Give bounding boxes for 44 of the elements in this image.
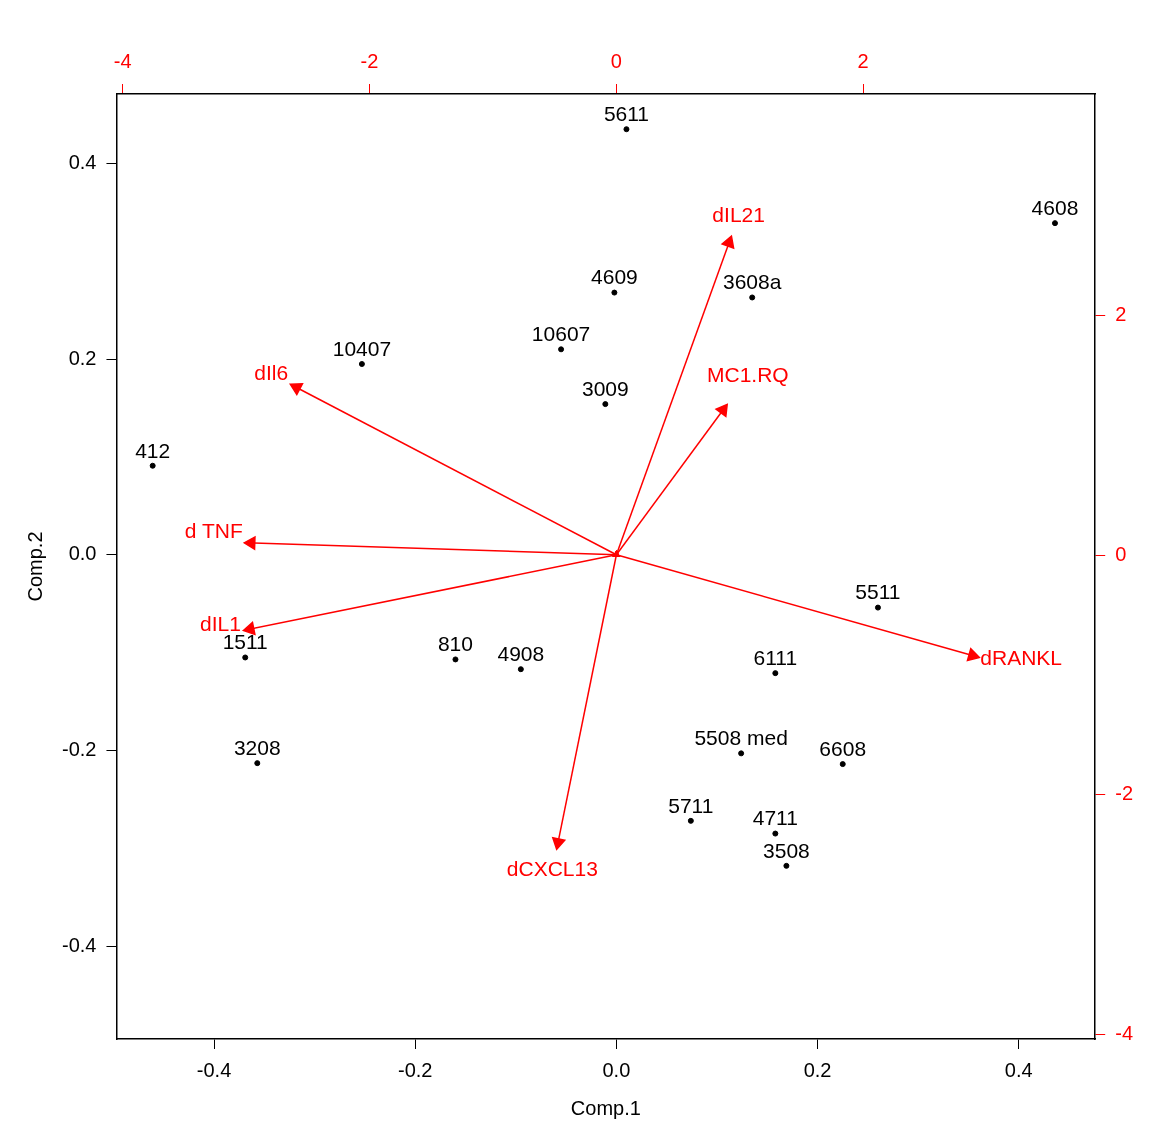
- annotation: 4609: [591, 265, 638, 289]
- x2-tick-label: -4: [113, 49, 132, 72]
- y2-tick-label: 0: [1115, 542, 1127, 565]
- y-axis-title: Comp.2: [23, 531, 46, 602]
- x-tick-label: 0.4: [1004, 1058, 1033, 1081]
- series-label: dCXCL13: [506, 857, 598, 881]
- x2-tick-label: -2: [360, 49, 379, 72]
- annotation: 5711: [668, 793, 714, 817]
- y-tick-label: 0.0: [68, 542, 97, 565]
- annotation: 810: [437, 632, 473, 656]
- annotation: 3508: [763, 838, 810, 862]
- series-label: MC1.RQ: [707, 363, 789, 387]
- y2-tick-label: 2: [1115, 303, 1127, 326]
- annotation: 10407: [332, 336, 392, 360]
- annotation: 6111: [753, 645, 798, 669]
- series-label: d TNF: [184, 518, 243, 542]
- annotation: 6608: [819, 736, 867, 760]
- x2-tick-label: 2: [857, 49, 869, 72]
- annotation: 5511: [855, 580, 901, 604]
- y-tick-label: 0.2: [68, 346, 97, 369]
- y2-tick-label: -4: [1115, 1021, 1134, 1044]
- annotation: 5508 med: [694, 726, 788, 750]
- x-tick-label: -0.2: [397, 1058, 433, 1081]
- x-tick-label: 0.2: [803, 1058, 832, 1081]
- x-tick-label: 0.0: [602, 1058, 631, 1081]
- series-label: dIL21: [712, 202, 765, 226]
- annotation: 4711: [752, 806, 798, 830]
- y-tick-label: -0.2: [61, 737, 97, 760]
- x-tick-label: -0.4: [196, 1058, 232, 1081]
- annotation: 4608: [1031, 195, 1079, 219]
- annotation: 10607: [531, 322, 591, 346]
- series-label: dRANKL: [980, 646, 1063, 670]
- series-label: dIl6: [254, 361, 289, 385]
- annotation: 3608a: [723, 270, 782, 294]
- y2-tick-label: -2: [1115, 782, 1134, 805]
- annotation: 3208: [233, 735, 281, 759]
- annotation: 3009: [581, 376, 629, 400]
- annotation: 5611: [603, 102, 650, 126]
- x-axis-title: Comp.1: [570, 1096, 641, 1119]
- x2-tick-label: 0: [610, 49, 622, 72]
- annotation: 4908: [497, 642, 545, 666]
- annotation: 412: [135, 438, 171, 462]
- y-tick-label: -0.4: [61, 933, 97, 956]
- y-tick-label: 0.4: [68, 150, 97, 173]
